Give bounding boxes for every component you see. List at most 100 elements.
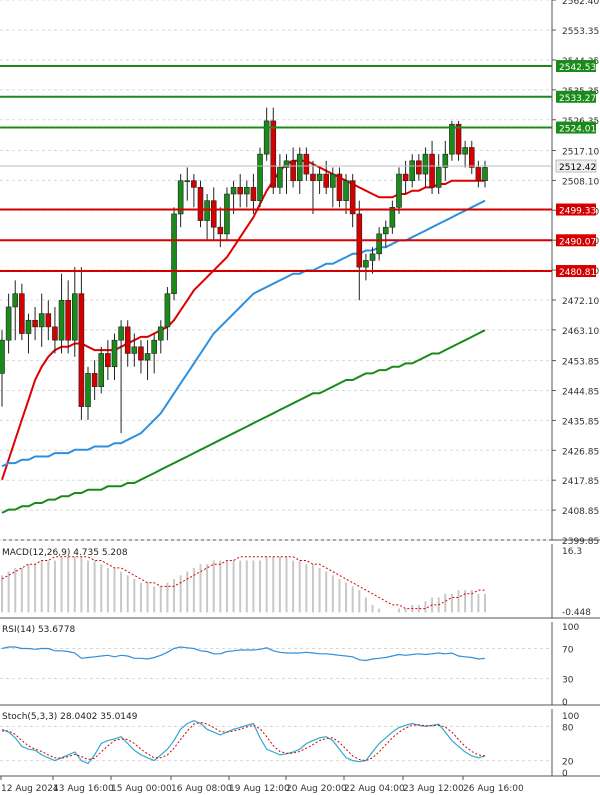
price-tick-label: 2426.85 (562, 447, 599, 457)
candle-body (5, 306, 12, 341)
candle (204, 194, 210, 241)
price-tick-label: 2463.10 (562, 327, 599, 337)
rsi-label: RSI(14) 53.6778 (2, 625, 75, 635)
last-price-label: 2512.42 (559, 163, 596, 173)
candle (111, 333, 118, 381)
candle-body (277, 167, 283, 188)
stoch-tick-label: 0 (562, 769, 568, 779)
rsi-tick-label: 70 (562, 646, 574, 656)
candle-body (442, 153, 449, 168)
candle-body (12, 293, 19, 308)
candle-body (38, 313, 45, 328)
candle (118, 320, 124, 434)
candle (283, 154, 290, 195)
x-tick-label: 19 Aug 12:00 (229, 784, 290, 794)
candle-body (270, 120, 277, 188)
candle-body (58, 300, 65, 341)
x-tick-label: 15 Aug 00:00 (111, 784, 172, 794)
stoch-tick-label: 100 (562, 712, 579, 722)
candle-body (171, 213, 177, 294)
candle (382, 220, 389, 248)
level-label-background (556, 60, 596, 73)
candle (52, 306, 58, 354)
candle-body (310, 173, 316, 182)
candle (197, 180, 204, 228)
candle-body (462, 147, 468, 155)
x-tick-label: 13 Aug 16:00 (53, 784, 114, 794)
moving-average-line-3 (1, 329, 486, 514)
level-label: 2480.81 (559, 268, 596, 278)
price-tick-label: 2553.35 (562, 27, 599, 37)
candle (475, 160, 482, 188)
candle-body (402, 173, 409, 182)
candle-body (224, 193, 230, 235)
candle (462, 140, 468, 168)
candle-body (369, 253, 376, 261)
candle-body (303, 153, 310, 175)
candle (363, 253, 369, 281)
candle (296, 147, 303, 195)
candle-body (157, 326, 164, 341)
candle-body (184, 180, 191, 183)
candle (144, 340, 151, 381)
candle-body (316, 173, 323, 182)
x-tick-label: 26 Aug 16:00 (463, 784, 524, 794)
candle-body (71, 293, 78, 341)
price-tick-label: 2453.85 (562, 358, 599, 368)
stoch-tick-label: 80 (562, 723, 574, 733)
stoch-panel-background (0, 709, 552, 776)
candle (58, 273, 65, 354)
candle-body (98, 353, 105, 387)
candle (12, 280, 19, 341)
candle (164, 287, 171, 341)
candle-body (263, 120, 270, 155)
candle-body (151, 339, 157, 354)
candle-body (435, 167, 442, 188)
candle-body (191, 180, 197, 188)
level-label: 2542.53 (559, 63, 596, 73)
candle (177, 174, 184, 228)
price-tick-label: 2435.85 (562, 417, 599, 427)
candle (237, 174, 243, 208)
candle-body (111, 339, 118, 368)
candle (435, 154, 442, 195)
x-tick-label: 22 Aug 04:00 (344, 784, 405, 794)
candle (396, 167, 402, 214)
level-label-background (556, 90, 596, 103)
level-label: 2490.07 (559, 237, 596, 247)
candle-body (131, 346, 138, 354)
candle-body (396, 173, 402, 208)
price-tick-label: 2399.85 (562, 537, 599, 547)
candle (257, 147, 263, 208)
x-tick-label: 20 Aug 20:00 (286, 784, 347, 794)
candle-body (197, 187, 204, 221)
macd-panel: MACD(12,26,9) 4.735 5.208 16.3 -0.448 (0, 544, 600, 619)
candle-body (349, 180, 356, 215)
rsi-tick-label: 0 (562, 698, 568, 708)
candle (263, 107, 270, 161)
candle (157, 320, 164, 354)
x-tick-label: 16 Aug 08:00 (171, 784, 232, 794)
candle (303, 147, 310, 181)
candle-body (336, 173, 343, 201)
price-tick-label: 2517.10 (562, 147, 599, 157)
candle-body (422, 153, 429, 175)
candle (78, 267, 85, 420)
level-label-background (556, 121, 596, 134)
x-tick-label: 23 Aug 12:00 (403, 784, 464, 794)
candle (482, 160, 488, 188)
candle (343, 174, 349, 214)
candle (330, 167, 336, 208)
candle (316, 167, 323, 195)
price-tick-label: 2472.10 (562, 297, 599, 307)
candle-body (85, 373, 91, 407)
candle (369, 247, 376, 274)
candle-body (144, 353, 151, 361)
macd-panel-background (0, 544, 552, 618)
candle (270, 107, 277, 195)
candle-body (19, 293, 25, 334)
x-tick-label: 12 Aug 2024 (1, 784, 59, 794)
candle-body (25, 319, 32, 334)
